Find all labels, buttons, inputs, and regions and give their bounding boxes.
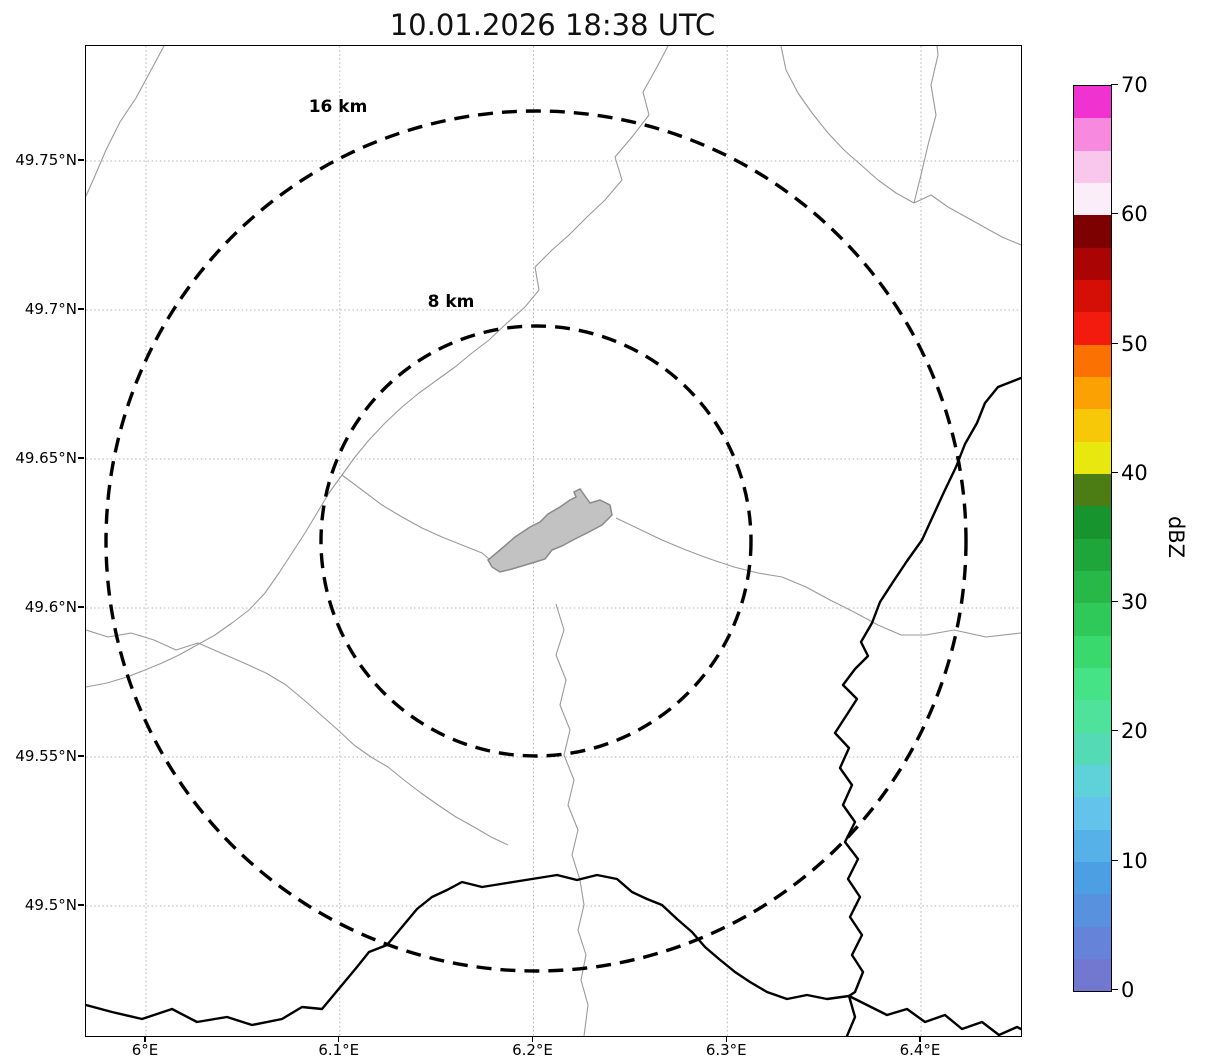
x-axis-tick-label: 6.1°E bbox=[318, 1041, 360, 1059]
admin-boundary-line bbox=[341, 474, 490, 560]
colorbar-tick-label: 40 bbox=[1121, 461, 1148, 485]
colorbar-tick bbox=[1111, 84, 1118, 86]
colorbar-tick-label: 50 bbox=[1121, 332, 1148, 356]
y-axis-tick-label: 49.7°N bbox=[24, 300, 77, 318]
x-axis-tick-label: 6°E bbox=[131, 1041, 159, 1059]
colorbar-segment bbox=[1074, 764, 1111, 798]
colorbar-tick-label: 0 bbox=[1121, 978, 1135, 1002]
x-axis-tick-label: 6.3°E bbox=[705, 1041, 747, 1059]
colorbar-segment bbox=[1074, 441, 1111, 474]
admin-boundary-lines bbox=[86, 46, 1021, 1036]
x-axis-tick bbox=[144, 1036, 146, 1042]
colorbar-tick bbox=[1111, 989, 1118, 991]
colorbar-tick-label: 70 bbox=[1121, 73, 1148, 97]
colorbar bbox=[1073, 85, 1112, 992]
colorbar-tick-label: 30 bbox=[1121, 590, 1148, 614]
y-axis-tick bbox=[78, 755, 84, 757]
colorbar-segment bbox=[1074, 926, 1111, 959]
map-svg bbox=[86, 46, 1021, 1036]
y-axis-tick bbox=[78, 159, 84, 161]
y-axis-tick bbox=[78, 606, 84, 608]
colorbar-segment bbox=[1074, 247, 1111, 280]
y-axis-tick-label: 49.55°N bbox=[15, 747, 77, 765]
range-ring-inner bbox=[319, 324, 753, 758]
colorbar-tick bbox=[1111, 213, 1118, 215]
colorbar-segment bbox=[1074, 603, 1111, 636]
colorbar-tick bbox=[1111, 472, 1118, 474]
x-axis-tick bbox=[919, 1036, 921, 1042]
figure-title: 10.01.2026 18:38 UTC bbox=[389, 8, 716, 42]
colorbar-tick bbox=[1111, 730, 1118, 732]
country-border-line bbox=[847, 994, 1021, 1036]
colorbar-segment bbox=[1074, 86, 1111, 119]
colorbar-tick bbox=[1111, 343, 1118, 345]
colorbar-segment bbox=[1074, 118, 1111, 151]
ring-label-16km: 16 km bbox=[308, 97, 368, 117]
colorbar-tick bbox=[1111, 601, 1118, 603]
colorbar-segment bbox=[1074, 958, 1111, 992]
colorbar-segment bbox=[1074, 312, 1111, 345]
colorbar-segment bbox=[1074, 409, 1111, 442]
y-axis-tick-label: 49.75°N bbox=[15, 151, 77, 169]
colorbar-segment bbox=[1074, 797, 1111, 830]
ring-label-8km: 8 km bbox=[427, 292, 475, 312]
colorbar-segment bbox=[1074, 861, 1111, 895]
y-axis-tick bbox=[78, 457, 84, 459]
colorbar-segment bbox=[1074, 570, 1111, 604]
x-axis-tick bbox=[338, 1036, 340, 1042]
colorbar-axis-label: dBZ bbox=[1164, 515, 1188, 559]
colorbar-segment bbox=[1074, 376, 1111, 410]
colorbar-segment bbox=[1074, 150, 1111, 183]
colorbar-tick bbox=[1111, 860, 1118, 862]
colorbar-segment bbox=[1074, 182, 1111, 216]
colorbar-segment bbox=[1074, 538, 1111, 571]
colorbar-tick-label: 60 bbox=[1121, 202, 1148, 226]
colorbar-segment bbox=[1074, 635, 1111, 668]
admin-boundary-line bbox=[780, 46, 1021, 246]
colorbar-segment bbox=[1074, 473, 1111, 507]
airport-outline bbox=[487, 488, 613, 573]
country-border-line bbox=[845, 994, 857, 1036]
country-border-line bbox=[86, 873, 851, 1027]
admin-boundary-line bbox=[555, 603, 589, 1036]
admin-boundary-line bbox=[86, 629, 509, 846]
x-axis-tick bbox=[725, 1036, 727, 1042]
colorbar-segment bbox=[1074, 829, 1111, 862]
x-axis-tick-label: 6.2°E bbox=[512, 1041, 553, 1059]
colorbar-segment bbox=[1074, 506, 1111, 539]
country-border-lines bbox=[86, 376, 1021, 1036]
admin-boundary-line bbox=[913, 46, 939, 204]
y-axis-tick-label: 49.65°N bbox=[15, 449, 77, 467]
x-axis-tick bbox=[531, 1036, 534, 1042]
colorbar-tick-label: 10 bbox=[1121, 849, 1148, 873]
colorbar-tick-label: 20 bbox=[1121, 719, 1148, 743]
colorbar-segment bbox=[1074, 344, 1111, 377]
colorbar-segment bbox=[1074, 700, 1111, 733]
y-axis-tick bbox=[78, 904, 84, 906]
map-plot: 16 km 8 km bbox=[85, 45, 1022, 1037]
admin-boundary-line bbox=[86, 46, 165, 197]
admin-boundary-line bbox=[615, 517, 1021, 638]
y-axis-tick bbox=[78, 308, 84, 310]
colorbar-segment bbox=[1074, 215, 1111, 248]
y-axis-tick-label: 49.5°N bbox=[24, 896, 77, 914]
colorbar-segment bbox=[1074, 732, 1111, 765]
grid-lines bbox=[86, 46, 1021, 1036]
admin-boundary-line bbox=[86, 46, 669, 688]
x-axis-tick-label: 6.4°E bbox=[899, 1041, 941, 1059]
range-ring-outer bbox=[104, 109, 968, 973]
colorbar-segment bbox=[1074, 279, 1111, 313]
colorbar-segment bbox=[1074, 894, 1111, 927]
colorbar-segment bbox=[1074, 667, 1111, 701]
country-border-line bbox=[833, 376, 1021, 998]
y-axis-tick-label: 49.6°N bbox=[24, 598, 77, 616]
